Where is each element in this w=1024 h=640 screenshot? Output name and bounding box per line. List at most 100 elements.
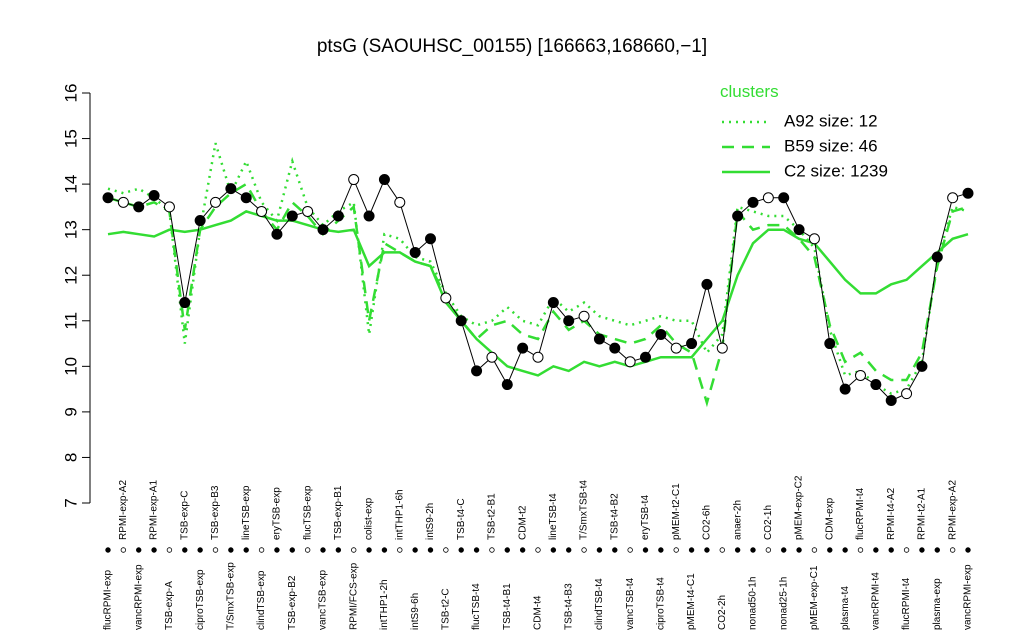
- data-point: [885, 395, 897, 406]
- data-point: [824, 338, 836, 350]
- x-tick-label: plasma-t4: [840, 586, 851, 630]
- x-tick-label: TSB-t4-C: [456, 498, 467, 540]
- rug-dot: [197, 547, 203, 553]
- data-point: [394, 196, 406, 208]
- y-tick-label: 12: [61, 266, 80, 285]
- rug-dot: [734, 547, 741, 553]
- rug-dot: [704, 547, 710, 553]
- y-tick-label: 15: [61, 129, 80, 148]
- rug-dot: [397, 547, 403, 553]
- data-point: [670, 342, 682, 354]
- data-point: [148, 190, 160, 201]
- x-tick-label: TSB-exp-B3: [210, 485, 221, 540]
- data-point: [194, 215, 206, 227]
- x-tick-label: lineTSB-exp: [241, 485, 252, 540]
- data-point: [732, 210, 744, 222]
- data-point: [762, 192, 774, 204]
- data-point: [547, 297, 559, 309]
- x-tick-label: nonad25-1h: [778, 577, 789, 630]
- x-tick-label: RPMI-exp-A2: [118, 480, 129, 540]
- x-tick-label: eryTSB-exp: [272, 487, 283, 540]
- x-tick-label: CDM-t2: [517, 505, 528, 540]
- data-point: [240, 192, 252, 204]
- rug-dot: [182, 547, 188, 553]
- rug-dot: [827, 547, 833, 553]
- x-tick-label: intTHP1-2h: [379, 579, 390, 630]
- x-tick-label: clindTSB-exp: [256, 570, 267, 630]
- rug-dot: [243, 547, 249, 553]
- rug-dot: [903, 547, 910, 553]
- x-tick-label: ciproTSB-t4: [655, 577, 666, 630]
- data-point: [363, 210, 375, 222]
- rug-dot: [304, 547, 311, 553]
- data-point: [901, 388, 913, 400]
- rug-dot: [550, 547, 557, 553]
- rug-dot: [258, 547, 265, 553]
- x-tick-label: flucRPMI-t4: [901, 577, 912, 630]
- x-tick-label: eryTSB-t4: [640, 495, 651, 540]
- data-point: [425, 233, 436, 245]
- data-point: [179, 297, 191, 309]
- data-point: [916, 360, 928, 372]
- rug-dot: [688, 547, 695, 553]
- rug-dot: [919, 547, 925, 553]
- y-tick-label: 11: [61, 312, 80, 330]
- data-point: [839, 383, 851, 395]
- rug-dot: [427, 547, 434, 553]
- legend-label: C2 size: 1239: [784, 161, 888, 180]
- x-tick-label: pMEM-t2-C1: [671, 483, 682, 540]
- x-tick-label: vancTSB-t4: [625, 577, 636, 630]
- y-tick-label: 7: [61, 498, 80, 507]
- x-tick-label: intTHP1-6h: [394, 489, 405, 540]
- x-tick-label: TSB-exp-C: [179, 491, 190, 540]
- y-tick-label: 16: [61, 84, 80, 103]
- rug-dot: [888, 547, 894, 553]
- rug-dot: [581, 547, 587, 553]
- x-tick-label: TSB-t4-B3: [563, 583, 574, 630]
- legend-title: clusters: [720, 82, 779, 101]
- data-point: [440, 292, 452, 304]
- x-tick-label: RPMI-exp-A2: [947, 480, 958, 540]
- x-tick-label: nonad50-1h: [748, 577, 759, 630]
- rug-dot: [535, 547, 541, 553]
- rug-dot: [857, 547, 864, 553]
- x-tick-label: TSB-exp-A: [164, 581, 175, 630]
- x-tick-label: CO2-2h: [717, 595, 728, 630]
- data-point: [870, 379, 882, 391]
- data-point: [271, 228, 283, 240]
- data-point: [747, 196, 759, 208]
- rug-dot: [596, 547, 603, 553]
- rug-dot: [212, 547, 219, 553]
- data-point: [455, 315, 467, 327]
- x-tick-label: colist-exp: [364, 497, 375, 540]
- data-point: [225, 183, 237, 195]
- rug-dot: [750, 547, 756, 553]
- data-point: [501, 379, 513, 391]
- x-tick-label: TSB-exp-B2: [287, 575, 298, 630]
- rug-dot: [658, 547, 664, 553]
- data-point: [716, 342, 728, 354]
- rug-dot: [719, 547, 725, 553]
- x-tick-label: plasma-exp: [932, 578, 943, 630]
- x-tick-label: pMEM-exp-C2: [794, 475, 805, 540]
- x-tick-label: CDM-t4: [533, 595, 544, 630]
- rug-dot: [473, 547, 480, 553]
- rug-dot: [351, 547, 357, 553]
- rug-dot: [781, 547, 787, 553]
- rug-dot: [842, 547, 848, 553]
- data-point: [701, 278, 713, 290]
- data-point: [332, 210, 344, 222]
- rug-dot: [627, 547, 633, 553]
- data-point: [133, 201, 145, 213]
- data-point: [117, 196, 129, 208]
- x-tick-label: RPMI/FCS-exp: [348, 562, 359, 630]
- x-tick-label: flucRPMI-t4: [855, 487, 866, 540]
- data-point: [378, 174, 390, 186]
- rug-dot: [443, 547, 449, 553]
- rug-dot: [612, 547, 618, 553]
- x-tick-label: pMEM-t4-C1: [686, 573, 697, 630]
- x-tick-label: vancTSB-exp: [318, 570, 329, 630]
- data-point: [102, 192, 114, 204]
- x-tick-label: TSB-t4-B1: [502, 583, 513, 630]
